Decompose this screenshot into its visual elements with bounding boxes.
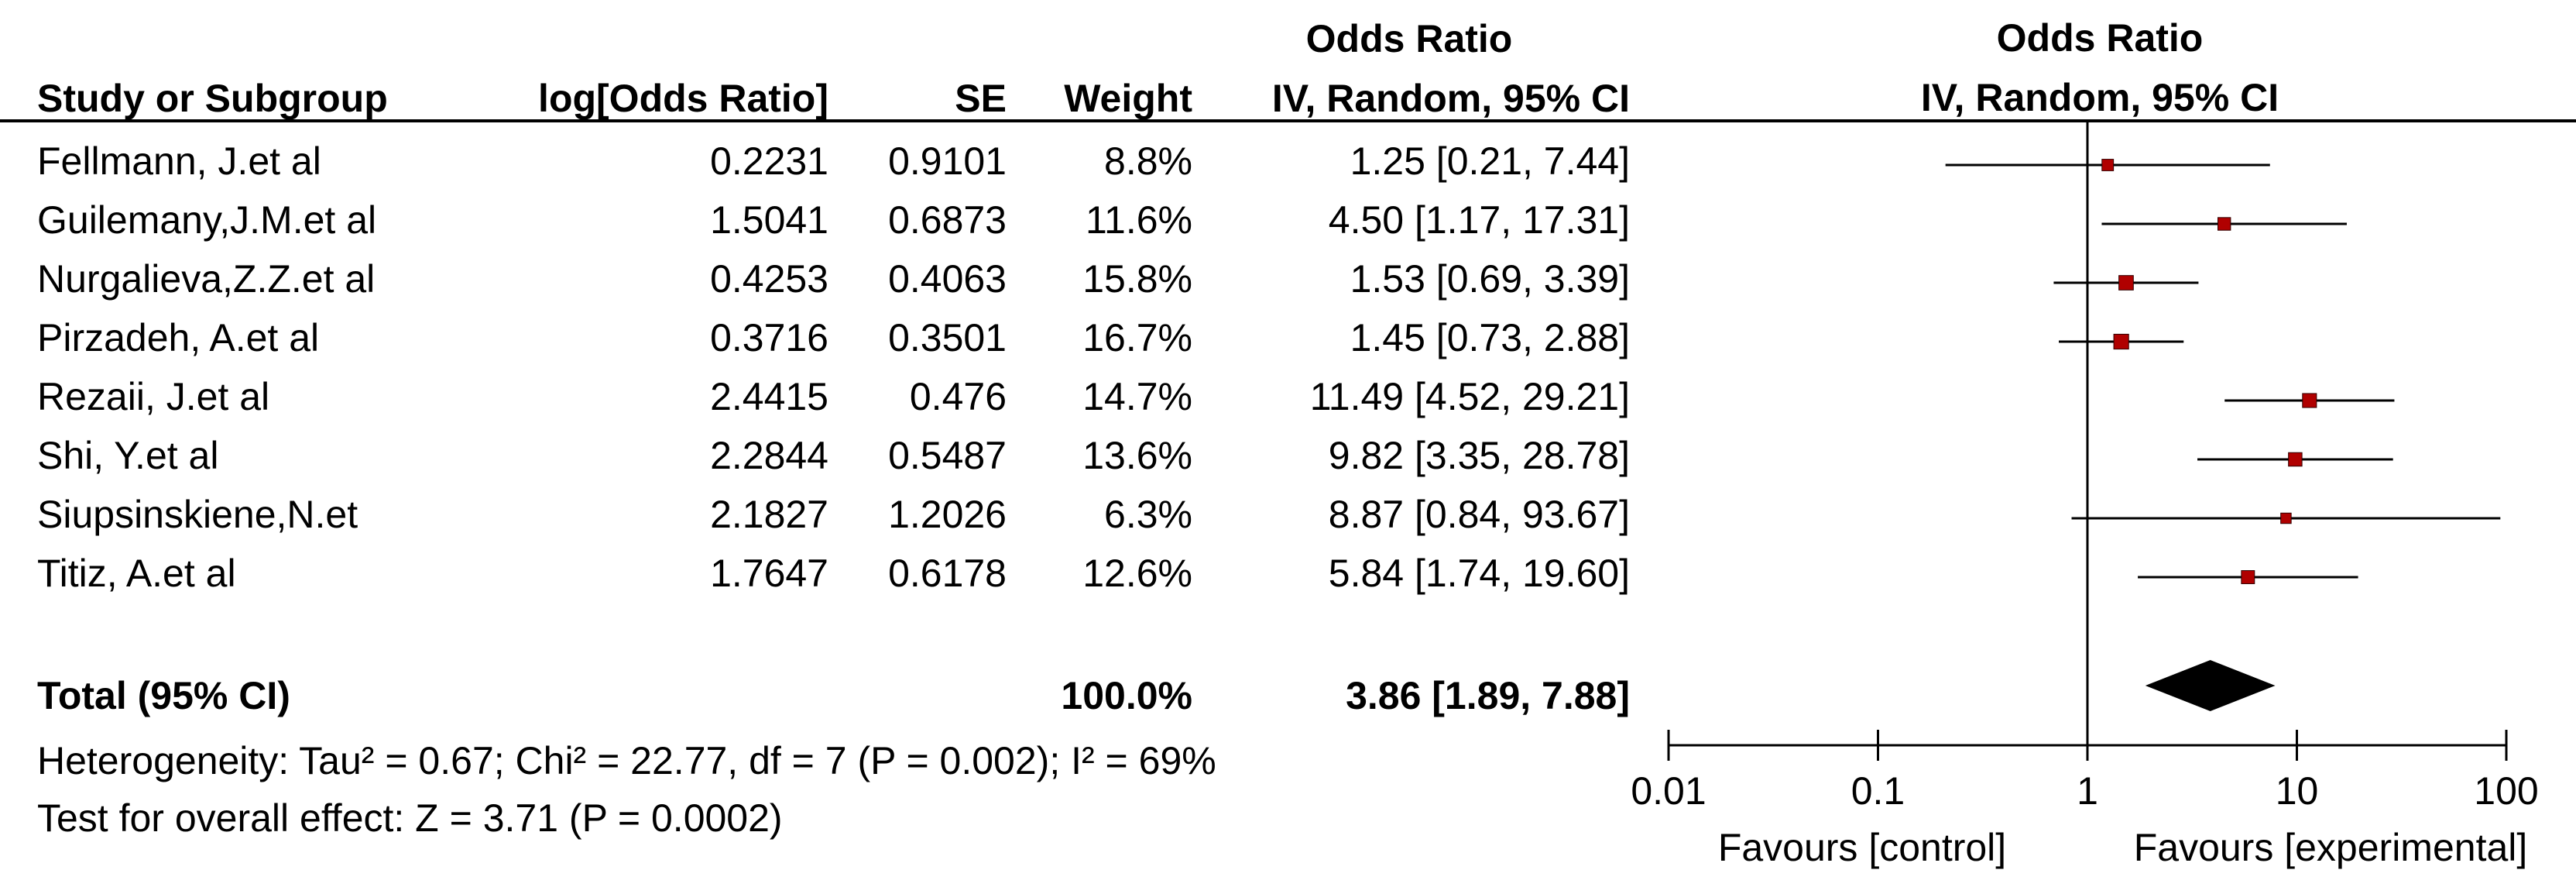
weight-value: 16.7% — [1082, 316, 1192, 359]
weight-value: 12.6% — [1082, 552, 1192, 595]
weight-value: 15.8% — [1082, 257, 1192, 301]
weight-value: 13.6% — [1082, 434, 1192, 477]
study-name: Siupsinskiene,N.et — [37, 493, 358, 536]
study-marker — [2280, 512, 2292, 524]
total-weight: 100.0% — [1061, 674, 1192, 717]
x-tick-label: 0.01 — [1631, 769, 1706, 813]
header-se: SE — [955, 77, 1007, 120]
log-odds-ratio-value: 0.4253 — [710, 257, 828, 301]
study-name: Shi, Y.et al — [37, 434, 219, 477]
pooled-diamond — [2145, 660, 2276, 711]
se-value: 0.3501 — [888, 316, 1007, 359]
study-marker — [2288, 452, 2303, 467]
ci-value: 9.82 [3.35, 28.78] — [1328, 434, 1630, 477]
header-log-odds-ratio: log[Odds Ratio] — [538, 77, 828, 120]
ci-value: 8.87 [0.84, 93.67] — [1328, 493, 1630, 536]
ci-value: 4.50 [1.17, 17.31] — [1328, 198, 1630, 242]
header-weight: Weight — [1064, 77, 1192, 120]
study-marker — [2101, 159, 2115, 171]
se-value: 0.476 — [909, 375, 1007, 418]
se-value: 0.6178 — [888, 552, 1007, 595]
study-name: Rezaii, J.et al — [37, 375, 270, 418]
study-marker — [2218, 217, 2231, 231]
favours-experimental-label: Favours [experimental] — [2134, 826, 2528, 869]
log-odds-ratio-value: 2.1827 — [710, 493, 828, 536]
study-name: Titiz, A.et al — [37, 552, 236, 595]
se-value: 1.2026 — [888, 493, 1007, 536]
header-study: Study or Subgroup — [37, 77, 388, 120]
log-odds-ratio-value: 1.5041 — [710, 198, 828, 242]
study-marker — [2113, 333, 2129, 350]
log-odds-ratio-value: 2.4415 — [710, 375, 828, 418]
left-odds-ratio-title: Odds Ratio — [1305, 17, 1513, 60]
weight-value: 14.7% — [1082, 375, 1192, 418]
study-marker — [2241, 570, 2255, 584]
ci-value: 11.49 [4.52, 29.21] — [1309, 375, 1630, 418]
x-tick-label: 100 — [2474, 769, 2538, 813]
log-odds-ratio-value: 0.3716 — [710, 316, 828, 359]
ci-value: 1.53 [0.69, 3.39] — [1350, 257, 1630, 301]
log-odds-ratio-value: 1.7647 — [710, 552, 828, 595]
study-name: Pirzadeh, A.et al — [37, 316, 320, 359]
weight-value: 11.6% — [1085, 198, 1192, 242]
plot-marks: 0.01 0.1 1 10 100 — [1631, 121, 2539, 813]
ci-value: 1.25 [0.21, 7.44] — [1350, 139, 1630, 183]
study-name: Fellmann, J.et al — [37, 139, 321, 183]
study-marker — [2302, 393, 2317, 408]
se-value: 0.6873 — [888, 198, 1007, 242]
log-odds-ratio-value: 0.2231 — [710, 139, 828, 183]
total-label: Total (95% CI) — [37, 674, 290, 717]
x-tick-label: 1 — [2077, 769, 2098, 813]
weight-value: 6.3% — [1104, 493, 1192, 536]
favours-control-label: Favours [control] — [1718, 826, 2006, 869]
overall-effect-text: Test for overall effect: Z = 3.71 (P = 0… — [37, 796, 783, 840]
forest-table: Odds Ratio Study or Subgroup log[Odds Ra… — [37, 17, 1630, 840]
ci-value: 1.45 [0.73, 2.88] — [1350, 316, 1630, 359]
study-name: Guilemany,J.M.et al — [37, 198, 377, 242]
x-tick-label: 10 — [2276, 769, 2319, 813]
ci-value: 5.84 [1.74, 19.60] — [1328, 552, 1630, 595]
total-ci: 3.86 [1.89, 7.88] — [1346, 674, 1630, 717]
se-value: 0.4063 — [888, 257, 1007, 301]
right-odds-ratio-title: Odds Ratio — [1997, 16, 2204, 60]
study-name: Nurgalieva,Z.Z.et al — [37, 257, 376, 301]
right-method-label: IV, Random, 95% CI — [1921, 76, 2279, 119]
x-tick-label: 0.1 — [1851, 769, 1905, 813]
se-value: 0.9101 — [888, 139, 1007, 183]
heterogeneity-text: Heterogeneity: Tau² = 0.67; Chi² = 22.77… — [37, 739, 1216, 782]
log-odds-ratio-value: 2.2844 — [710, 434, 828, 477]
study-marker — [2118, 275, 2134, 291]
header-ci: IV, Random, 95% CI — [1271, 77, 1630, 120]
weight-value: 8.8% — [1104, 139, 1192, 183]
se-value: 0.5487 — [888, 434, 1007, 477]
